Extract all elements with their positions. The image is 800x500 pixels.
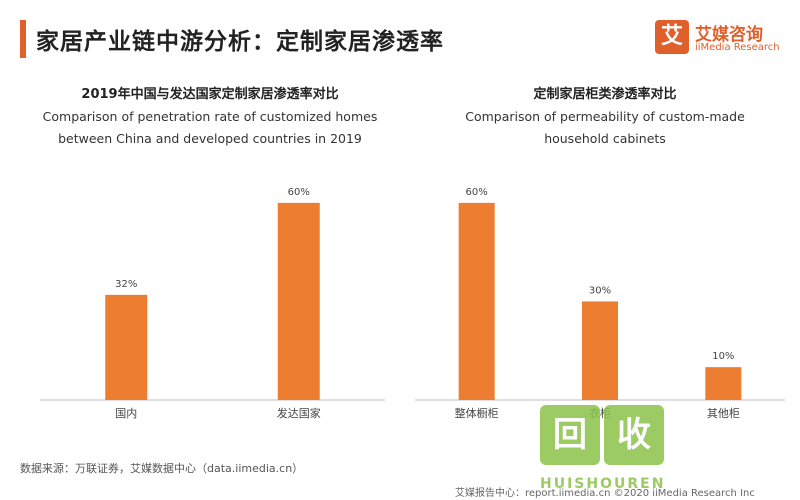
chart-1-subtitle-line-1: Comparison of penetration rate of custom… <box>42 109 378 124</box>
report-footer: 艾媒报告中心：report.iimedia.cn ©2020 iiMedia R… <box>455 488 755 499</box>
chart-2-bar-3 <box>705 367 742 400</box>
chart-1-bar-2 <box>277 202 320 400</box>
logo-name-cn: 艾媒咨询 <box>695 25 763 45</box>
chart-1-category-label-2: 发达国家 <box>277 406 321 420</box>
chart-1-title: 2019年中国与发达国家定制家居渗透率对比 <box>81 87 339 102</box>
data-source: 数据来源：万联证券，艾媒数据中心（data.iimedia.cn） <box>20 462 304 475</box>
logo-name-en: iiMedia Research <box>695 42 780 53</box>
chart-2-bar-2 <box>582 301 618 400</box>
page-title: 家居产业链中游分析：定制家居渗透率 <box>36 29 444 55</box>
iimedia-logo: 艾 艾媒咨询 iiMedia Research <box>655 20 795 60</box>
chart-2-value-label-1: 60% <box>466 187 488 198</box>
chart-2-value-label-2: 30% <box>589 285 611 296</box>
chart-1-subtitle-line-2: between China and developed countries in… <box>58 131 362 146</box>
chart-2-value-label-3: 10% <box>712 351 734 362</box>
watermark-text: HUISHOUREN <box>540 476 666 492</box>
chart-1-heading: 2019年中国与发达国家定制家居渗透率对比 Comparison of pene… <box>20 84 400 150</box>
chart-2-title: 定制家居柜类渗透率对比 <box>533 87 677 102</box>
chart-1-category-label-1: 国内 <box>115 406 137 420</box>
watermark-glyph-2: 收 <box>604 405 664 465</box>
title-accent-bar <box>20 20 26 58</box>
chart-2-subtitle-line-1: Comparison of permeability of custom-mad… <box>465 109 745 124</box>
logo-glyph: 艾 <box>655 20 689 54</box>
chart-2-subtitle-line-2: household cabinets <box>544 131 666 146</box>
chart-2-category-label-3: 其他柜 <box>707 407 740 420</box>
chart-2-heading: 定制家居柜类渗透率对比 Comparison of permeability o… <box>415 84 795 150</box>
chart-1-value-label-1: 32% <box>115 279 137 290</box>
chart-1-bar-1 <box>105 294 148 400</box>
huishouren-watermark: 回 收 HUISHOUREN <box>540 400 790 500</box>
chart-2-bar-1 <box>458 202 495 400</box>
watermark-glyph-1: 回 <box>540 405 600 465</box>
chart-2-category-label-1: 整体橱柜 <box>455 406 499 420</box>
chart-1-value-label-2: 60% <box>288 187 310 198</box>
